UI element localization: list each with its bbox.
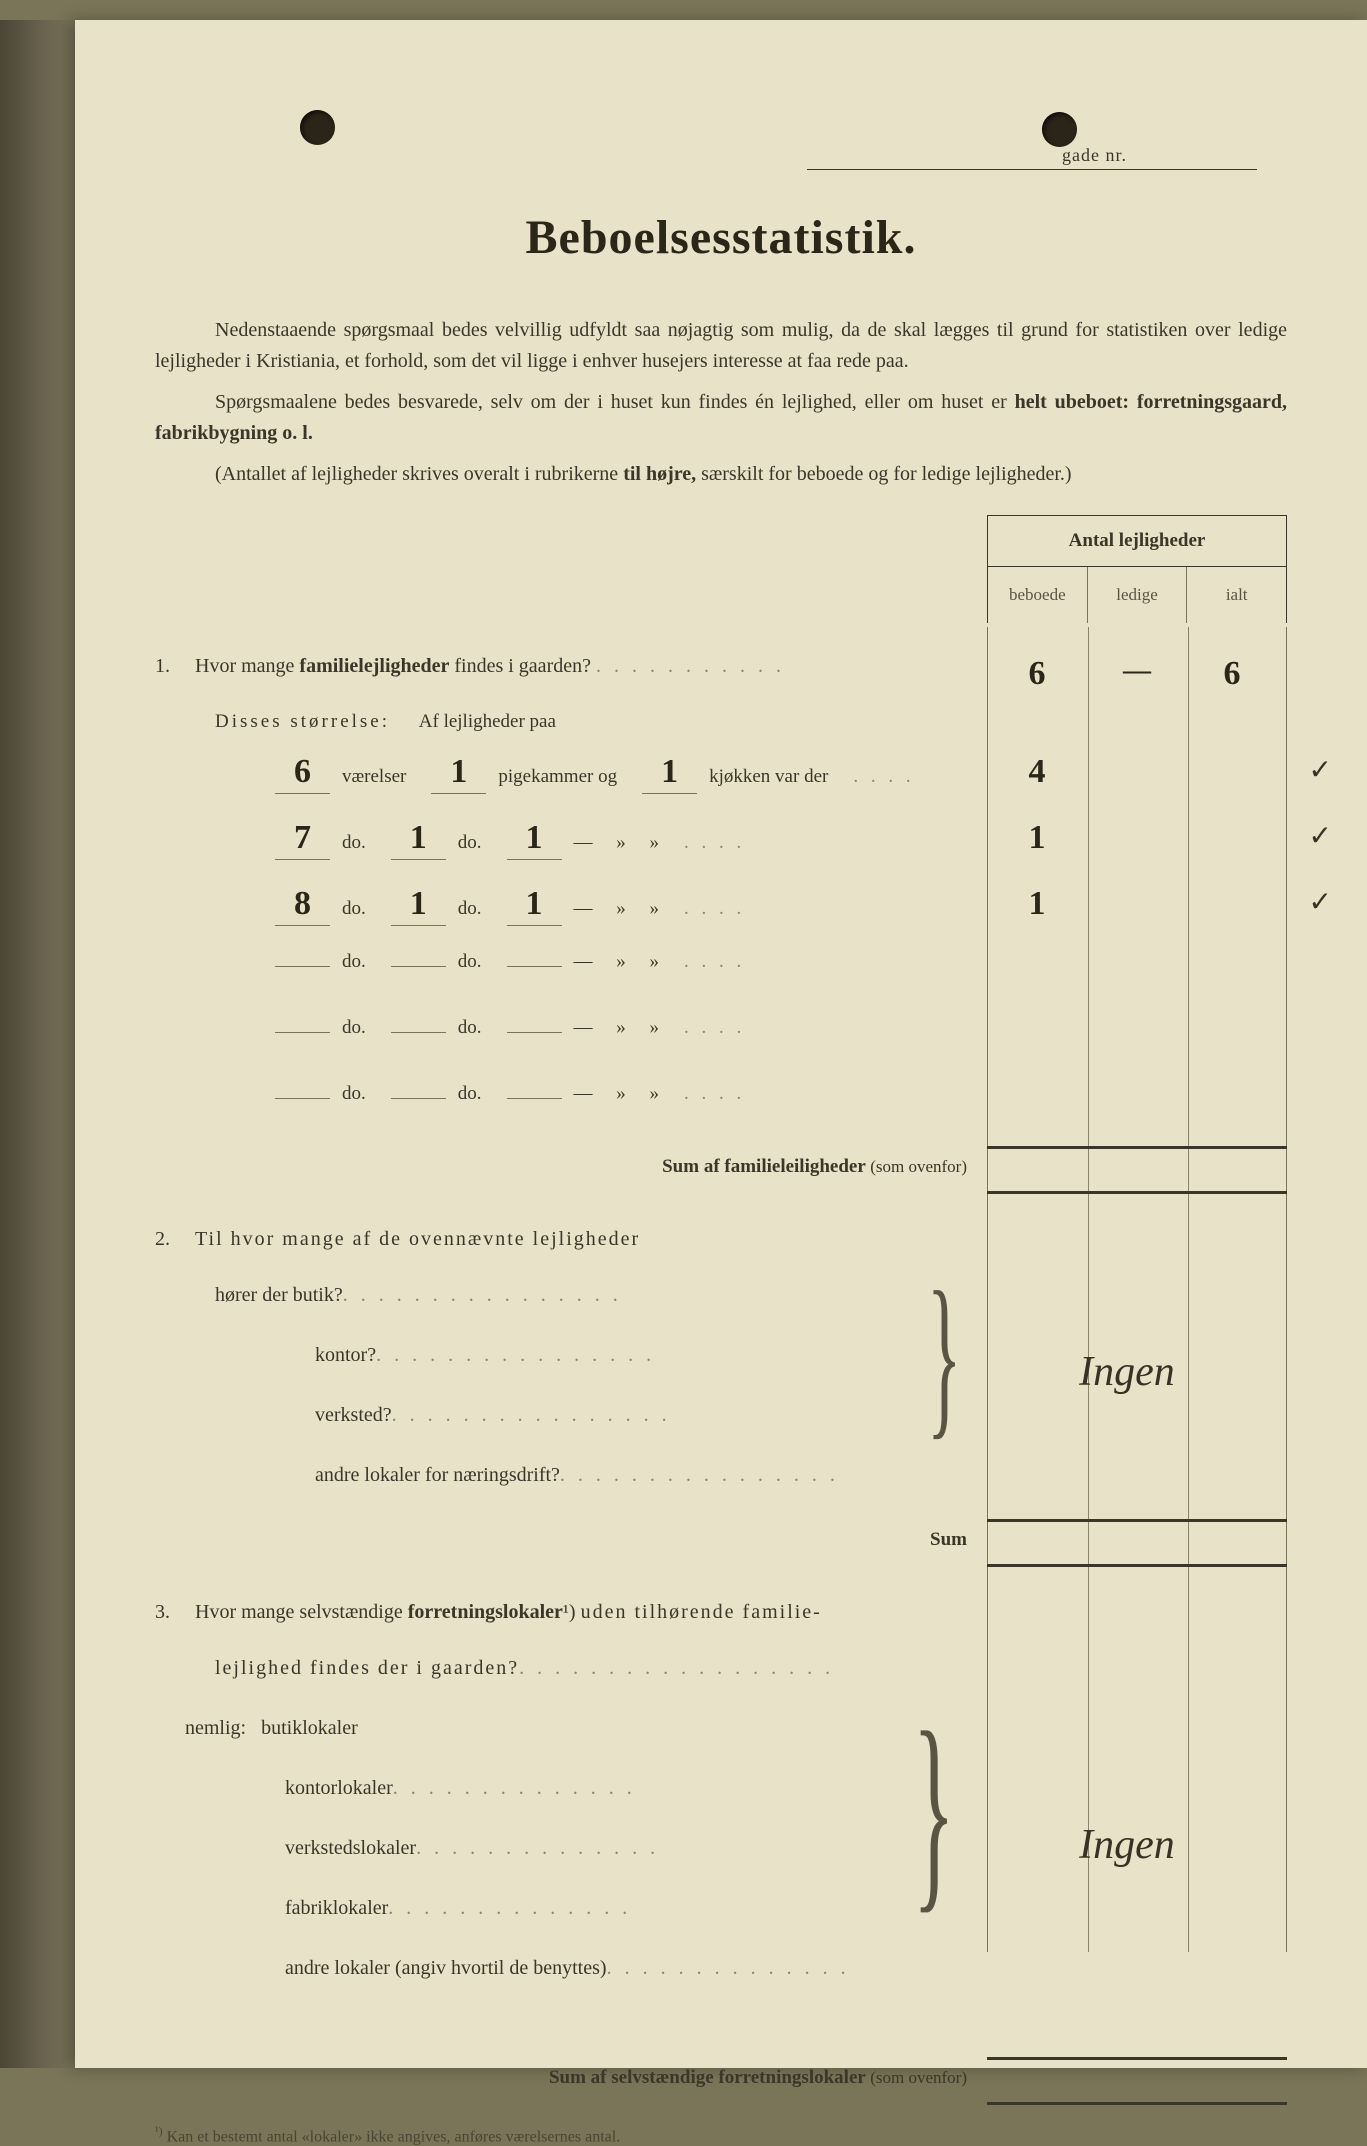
question-3: 3. Hvor mange selvstændige forretningslo… — [155, 1601, 1287, 2089]
room-row: do. do. — » » . . . . — [155, 1083, 1287, 1131]
vaerelser-value: 6 — [275, 753, 330, 794]
kjokken-value — [507, 1096, 562, 1099]
room-row: do. do. — » » . . . . — [155, 1017, 1287, 1065]
brace-icon: } — [927, 1283, 962, 1427]
kjokken-label: kjøkken var der — [709, 766, 828, 788]
vaerelser-value — [275, 1096, 330, 1099]
check-mark-icon: ✓ — [1309, 753, 1332, 787]
address-line: gade nr. — [807, 145, 1257, 170]
vaerelser-value — [275, 964, 330, 967]
intro-paragraph-2: Spørgsmaalene bedes besvarede, selv om d… — [155, 387, 1287, 449]
row-beboede-value: 1 — [992, 885, 1082, 923]
kjokken-value: 1 — [507, 885, 562, 926]
check-mark-icon: ✓ — [1309, 885, 1332, 919]
q1-sum: Sum af familieleiligheder (som ovenfor) — [155, 1156, 1287, 1178]
pigekammer-value: 1 — [431, 753, 486, 794]
pigekammer-value — [391, 964, 446, 967]
q3-line2: lejlighed findes der i gaarden? . . . . … — [155, 1657, 1287, 1707]
q3-sub-line: kontorlokaler . . . . . . . . . . . . . … — [155, 1777, 1287, 1827]
row-beboede-value: 1 — [992, 819, 1082, 857]
footnote: ¹) Kan et bestemt antal «lokaler» ikke a… — [155, 2124, 1287, 2146]
gade-label: gade nr. — [1062, 145, 1127, 165]
table-header: Antal lejligheder beboede ledige ialt — [987, 515, 1287, 623]
table-header-main: Antal lejligheder — [988, 516, 1286, 567]
q1-ledige-value: — — [1092, 655, 1182, 687]
kjokken-label: — » » — [574, 951, 660, 973]
q3-answer: Ingen — [1027, 1821, 1227, 1869]
pigekammer-label: do. — [458, 1017, 482, 1039]
q2-answer: Ingen — [1027, 1348, 1227, 1396]
kjokken-value — [507, 1030, 562, 1033]
vaerelser-label: værelser — [342, 766, 406, 788]
room-row: do. do. — » » . . . . — [155, 951, 1287, 999]
q3-sub-line: andre lokaler (angiv hvortil de benyttes… — [155, 1957, 1287, 2007]
kjokken-label: — » » — [574, 898, 660, 920]
page-title: Beboelsesstatistik. — [155, 210, 1287, 265]
q3-text: Hvor mange selvstændige forretningslokal… — [195, 1601, 1287, 1624]
document-page: gade nr. Beboelsesstatistik. Nedenstaaen… — [0, 20, 1367, 2068]
question-2: 2. Til hvor mange af de ovennævnte lejli… — [155, 1228, 1287, 1551]
intro-paragraph-1: Nedenstaaende spørgsmaal bedes velvillig… — [155, 315, 1287, 377]
pigekammer-label: do. — [458, 832, 482, 854]
intro-note: (Antallet af lejligheder skrives overalt… — [155, 459, 1287, 490]
q1-ialt-value: 6 — [1187, 655, 1277, 693]
col-ledige: ledige — [1088, 567, 1188, 623]
pigekammer-value: 1 — [391, 819, 446, 860]
pigekammer-label: do. — [458, 898, 482, 920]
col-ialt: ialt — [1187, 567, 1286, 623]
kjokken-value: 1 — [642, 753, 697, 794]
vaerelser-label: do. — [342, 1017, 366, 1039]
question-1: 1. Hvor mange familielejligheder findes … — [155, 655, 1287, 699]
form-content: Antal lejligheder beboede ledige ialt 1.… — [155, 515, 1287, 2146]
q2-text: Til hvor mange af de ovennævnte lejlighe… — [195, 1228, 1287, 1251]
vaerelser-label: do. — [342, 832, 366, 854]
q2-sub-line: verksted? . . . . . . . . . . . . . . . … — [155, 1404, 1287, 1454]
vaerelser-value: 8 — [275, 885, 330, 926]
pigekammer-value — [391, 1030, 446, 1033]
book-spine — [0, 20, 75, 2068]
check-mark-icon: ✓ — [1309, 819, 1332, 853]
room-row: 6 værelser 1 pigekammer og 1 kjøkken var… — [155, 753, 1287, 801]
vaerelser-value: 7 — [275, 819, 330, 860]
vaerelser-label: do. — [342, 898, 366, 920]
q3-number: 3. — [155, 1601, 195, 1624]
pigekammer-value: 1 — [391, 885, 446, 926]
pigekammer-label: do. — [458, 951, 482, 973]
vaerelser-value — [275, 1030, 330, 1033]
q3-sub-line: fabriklokaler . . . . . . . . . . . . . … — [155, 1897, 1287, 1947]
q3-lines: kontorlokaler . . . . . . . . . . . . . … — [155, 1777, 1287, 2007]
vaerelser-label: do. — [342, 951, 366, 973]
q2-sub-line: hører der butik? . . . . . . . . . . . .… — [155, 1284, 1287, 1334]
kjokken-value: 1 — [507, 819, 562, 860]
brace-icon-2: } — [913, 1721, 955, 1897]
q2-number: 2. — [155, 1228, 195, 1251]
q3-sum: Sum af selvstændige forretningslokaler (… — [155, 2067, 1287, 2089]
room-row: 8 do. 1 do. 1 — » » . . . . 1 ✓ — [155, 885, 1287, 933]
kjokken-label: — » » — [574, 1017, 660, 1039]
vaerelser-label: do. — [342, 1083, 366, 1105]
q2-sum: Sum — [155, 1529, 1287, 1551]
pigekammer-label: pigekammer og — [498, 766, 617, 788]
kjokken-label: — » » — [574, 1083, 660, 1105]
col-beboede: beboede — [988, 567, 1088, 623]
kjokken-label: — » » — [574, 832, 660, 854]
pigekammer-value — [391, 1096, 446, 1099]
punch-hole-left — [300, 110, 335, 145]
q2-lines: hører der butik? . . . . . . . . . . . .… — [155, 1284, 1287, 1514]
table-header-cols: beboede ledige ialt — [988, 567, 1286, 623]
q1-number: 1. — [155, 655, 195, 678]
room-row: 7 do. 1 do. 1 — » » . . . . 1 ✓ — [155, 819, 1287, 867]
q3-nemlig: nemlig: butiklokaler — [155, 1717, 1287, 1767]
questions-area: 1. Hvor mange familielejligheder findes … — [155, 515, 1287, 2146]
q2-sub-line: andre lokaler for næringsdrift? . . . . … — [155, 1464, 1287, 1514]
q1-beboede-value: 6 — [992, 655, 1082, 693]
page-content: gade nr. Beboelsesstatistik. Nedenstaaen… — [75, 20, 1367, 2068]
punch-hole-right — [1042, 112, 1077, 147]
pigekammer-label: do. — [458, 1083, 482, 1105]
kjokken-value — [507, 964, 562, 967]
row-beboede-value: 4 — [992, 753, 1082, 791]
